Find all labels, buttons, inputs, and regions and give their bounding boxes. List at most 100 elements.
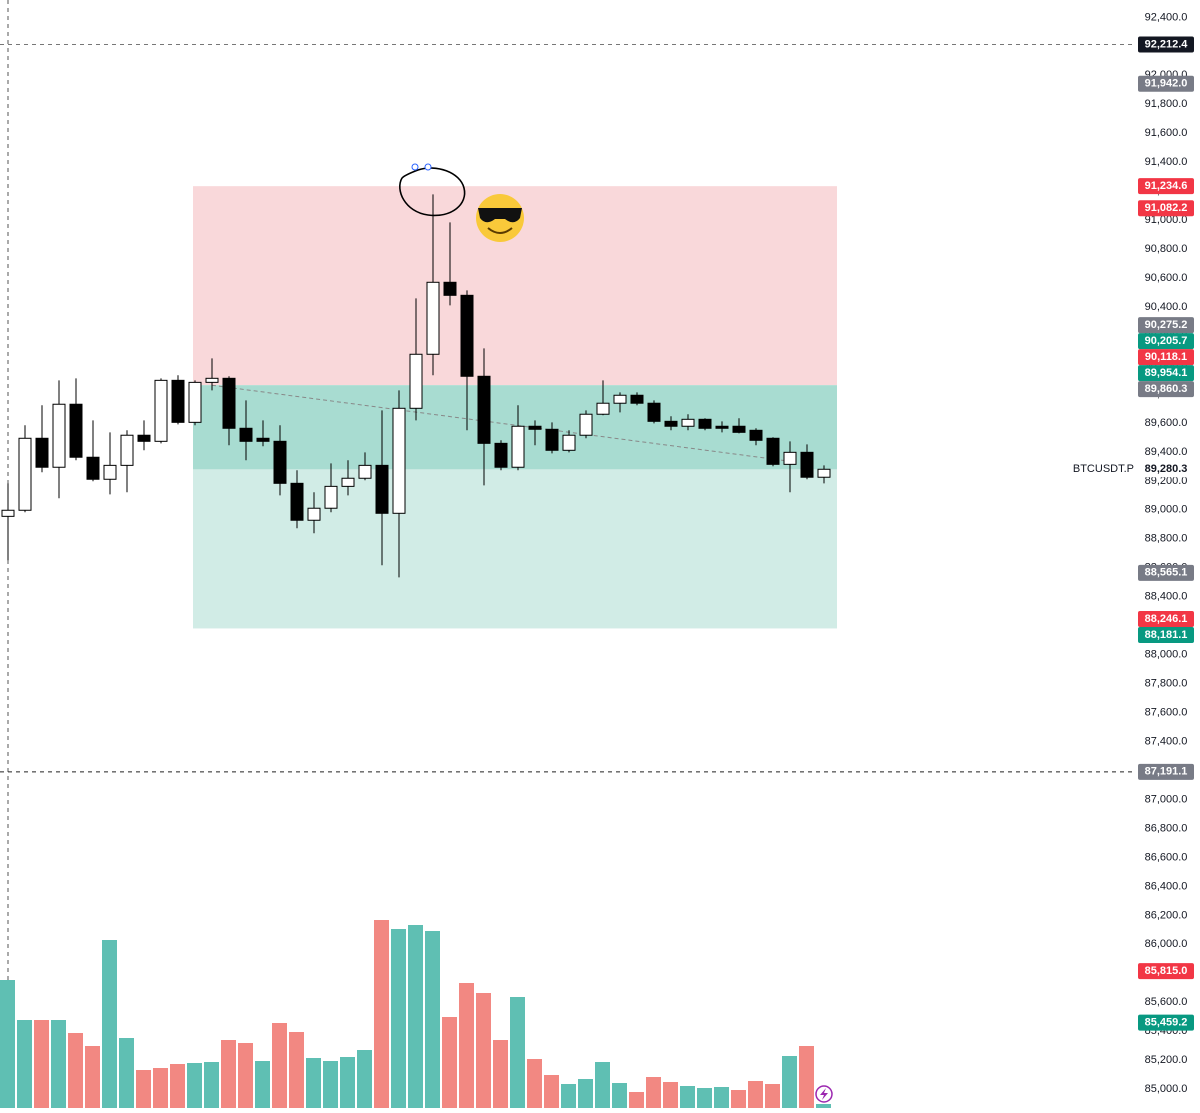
y-tick-label: 88,800.0: [1145, 533, 1188, 545]
price-badge: [1138, 333, 1194, 350]
price-badge: [1138, 611, 1194, 628]
volume-bar: [272, 1023, 287, 1108]
volume-bar: [85, 1046, 100, 1108]
y-tick-label: 88,400.0: [1145, 591, 1188, 603]
candles-layer: [1, 194, 831, 578]
volume-bar: [459, 983, 474, 1108]
candle-body: [120, 434, 134, 466]
price-badge: [1138, 1014, 1194, 1031]
candle-body: [766, 437, 780, 465]
sunglasses-emoji: [476, 194, 524, 242]
volume-bar: [578, 1079, 593, 1108]
candle-body: [35, 437, 49, 468]
volume-bar: [68, 1033, 83, 1108]
volume-bar: [34, 1020, 49, 1108]
y-tick-label: 91,000.0: [1145, 214, 1188, 226]
y-tick-label: 89,600.0: [1145, 417, 1188, 429]
volume-bar: [153, 1068, 168, 1108]
y-tick-label: 90,400.0: [1145, 301, 1188, 313]
lightning-icon[interactable]: [815, 1085, 833, 1103]
candle-body: [154, 379, 168, 442]
candle-body: [562, 434, 576, 451]
y-tick-label: 87,000.0: [1145, 793, 1188, 805]
price-badge: [1138, 627, 1194, 644]
volume-bar: [680, 1086, 695, 1108]
price-badge-label: 89,860.3: [1145, 383, 1188, 395]
price-badge: [1138, 75, 1194, 92]
candle-body: [698, 418, 712, 429]
candle-body: [222, 377, 236, 429]
candle-body: [188, 381, 202, 423]
y-tick-label: 90,800.0: [1145, 243, 1188, 255]
drawing-handle: [424, 163, 432, 171]
price-badge-label: 88,181.1: [1145, 629, 1188, 641]
volume-bar: [221, 1040, 236, 1108]
volume-bar: [204, 1062, 219, 1108]
y-tick-label: 89,000.0: [1145, 504, 1188, 516]
y-tick-label: 86,600.0: [1145, 851, 1188, 863]
price-badge: [1138, 963, 1194, 980]
volume-bar: [612, 1083, 627, 1108]
price-badge: [1138, 763, 1194, 780]
volume-bar: [238, 1043, 253, 1108]
volume-bar: [816, 1104, 831, 1108]
candle-body: [341, 477, 355, 487]
price-badge-label: 90,275.2: [1145, 319, 1188, 331]
volume-bar: [765, 1084, 780, 1108]
volume-bar: [391, 929, 406, 1108]
candle-body: [783, 451, 797, 465]
badges-layer: 92,212.4 91,942.0 91,234.6 91,082.2 90,275.2…: [1073, 36, 1194, 1031]
candle-body: [460, 294, 474, 377]
price-badge: [1138, 317, 1194, 334]
volume-bar: [697, 1088, 712, 1108]
candle-body: [1, 509, 15, 517]
candle-body: [392, 407, 406, 514]
zones-layer: [193, 186, 837, 629]
candle-body: [324, 485, 338, 509]
volume-bar: [629, 1092, 644, 1108]
volume-bar: [493, 1040, 508, 1108]
candle-body: [613, 394, 627, 404]
volume-bar: [187, 1063, 202, 1108]
volume-bar: [731, 1090, 746, 1108]
price-badge-label: 85,815.0: [1145, 965, 1188, 977]
price-badge-label: 92,212.4: [1145, 38, 1189, 50]
y-tick-label: 88,000.0: [1145, 649, 1188, 661]
volume-bar: [306, 1058, 321, 1108]
candle-body: [681, 418, 695, 427]
volume-bar: [527, 1059, 542, 1108]
y-tick-label: 86,200.0: [1145, 909, 1188, 921]
volume-bar: [714, 1087, 729, 1108]
volume-bar: [782, 1056, 797, 1108]
y-tick-label: 87,400.0: [1145, 735, 1188, 747]
volume-bar: [289, 1032, 304, 1108]
volume-bar: [119, 1038, 134, 1108]
candle-body: [52, 403, 66, 468]
candle-body: [86, 456, 100, 480]
y-tick-label: 91,800.0: [1145, 98, 1188, 110]
volume-bar: [340, 1057, 355, 1108]
volume-bar: [374, 920, 389, 1108]
candle-body: [732, 425, 746, 433]
candle-body: [800, 451, 814, 478]
y-tick-label: 91,400.0: [1145, 156, 1188, 168]
volume-bar: [51, 1020, 66, 1108]
candle-body: [256, 437, 270, 442]
candle-body: [290, 482, 304, 521]
hand-drawn-circle: [399, 167, 466, 217]
candle-body: [103, 464, 117, 480]
drawing-handle: [411, 163, 419, 171]
candle-body: [307, 507, 321, 521]
price-badge: [1138, 365, 1194, 382]
candle-body: [528, 425, 542, 430]
volume-bar: [663, 1082, 678, 1108]
price-badge-label: 88,246.1: [1145, 613, 1188, 625]
y-tick-label: 92,400.0: [1145, 11, 1188, 23]
y-tick-label: 85,600.0: [1145, 996, 1188, 1008]
candle-body: [579, 413, 593, 436]
volume-bar: [646, 1077, 661, 1108]
price-badge-label: 89,280.3: [1145, 463, 1188, 475]
volume-bar: [561, 1084, 576, 1108]
y-tick-label: 85,000.0: [1145, 1083, 1188, 1095]
